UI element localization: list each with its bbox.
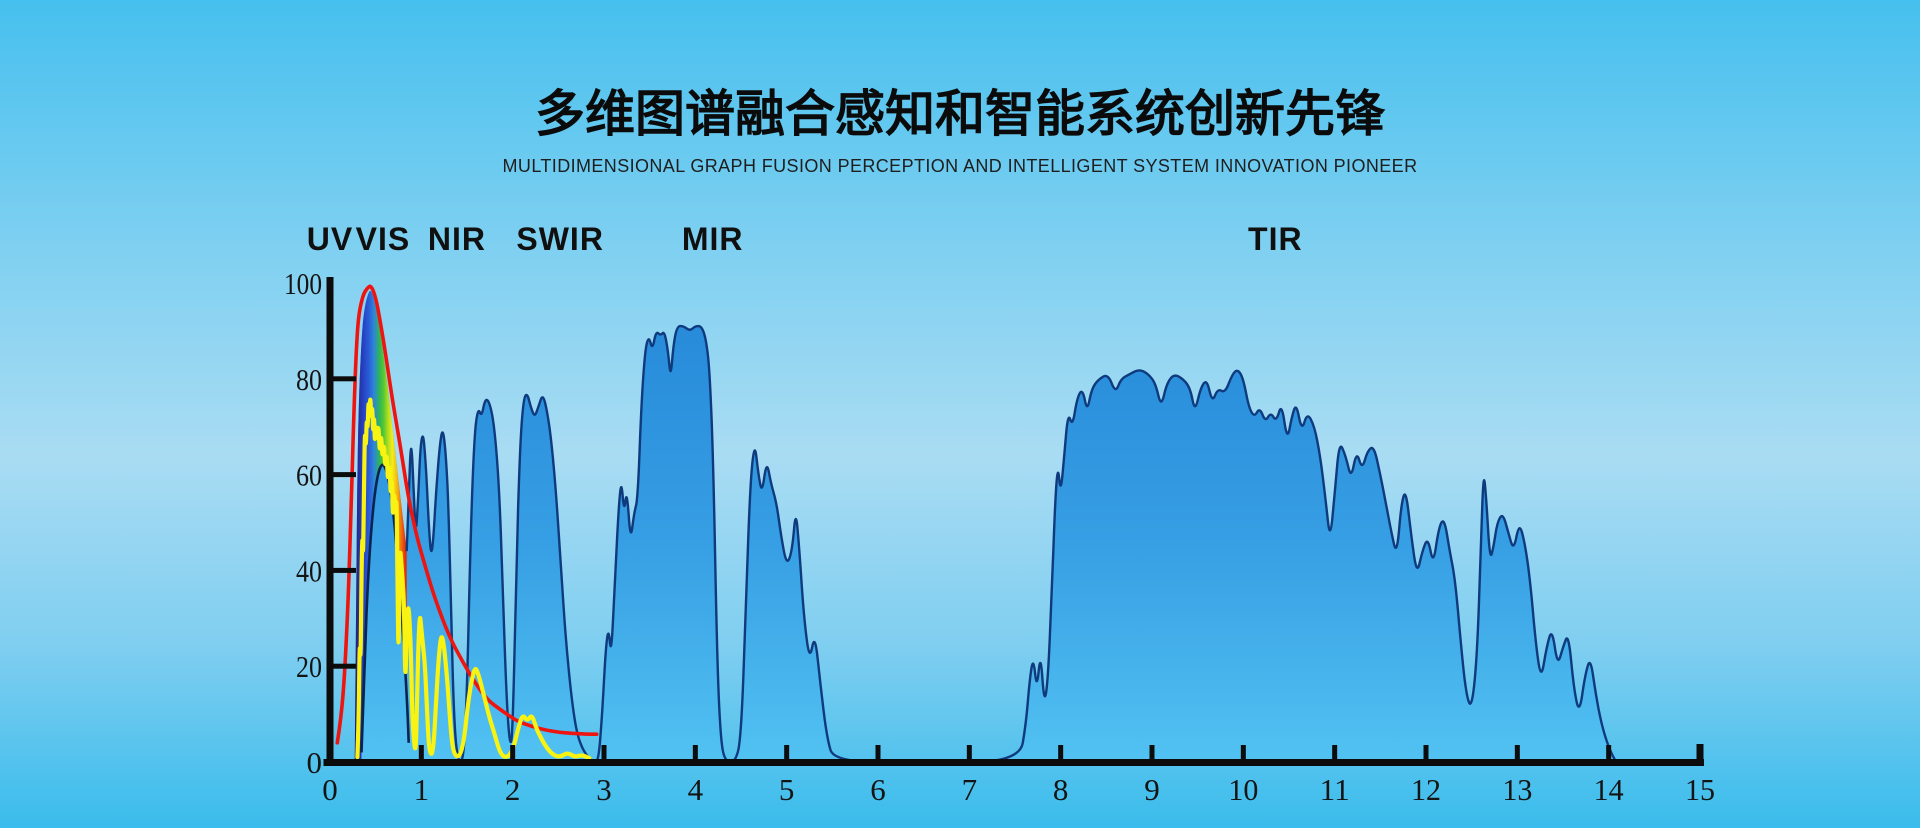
y-tick-label: 20 bbox=[296, 649, 322, 684]
y-tick bbox=[333, 472, 356, 478]
x-tick-label: 6 bbox=[870, 772, 886, 807]
x-tick bbox=[1606, 745, 1612, 761]
x-tick bbox=[875, 745, 881, 761]
blackbody-curve bbox=[335, 284, 599, 745]
band-label-nir: NIR bbox=[428, 221, 486, 257]
x-tick-label: 2 bbox=[505, 772, 521, 807]
x-tick bbox=[418, 745, 424, 761]
x-tick bbox=[1149, 745, 1155, 761]
band-label-uv: UV bbox=[307, 221, 353, 257]
inner-envelope-area bbox=[361, 464, 409, 762]
x-tick bbox=[601, 745, 607, 761]
y-axis-line bbox=[326, 277, 334, 766]
page-title: 多维图谱融合感知和智能系统创新先锋 bbox=[535, 86, 1385, 142]
x-tick bbox=[966, 745, 972, 761]
x-tick-label: 5 bbox=[779, 772, 795, 807]
y-tick bbox=[333, 567, 356, 573]
y-tick bbox=[333, 376, 356, 382]
y-tick-label: 60 bbox=[296, 458, 322, 493]
x-tick-label: 14 bbox=[1594, 772, 1624, 807]
x-tick bbox=[1058, 745, 1064, 761]
band-label-swir: SWIR bbox=[516, 221, 604, 257]
x-tick bbox=[692, 745, 698, 761]
x-tick bbox=[510, 745, 516, 761]
y-tick bbox=[333, 663, 356, 669]
x-tick-label: 13 bbox=[1502, 772, 1532, 807]
axes bbox=[323, 277, 1704, 766]
x-tick bbox=[1332, 745, 1338, 761]
x-tick-label: 0 bbox=[322, 772, 338, 807]
x-tick-label: 9 bbox=[1144, 772, 1160, 807]
solar-ground-curve bbox=[355, 397, 592, 761]
x-tick-label: 15 bbox=[1685, 772, 1715, 807]
x-tick-label: 8 bbox=[1053, 772, 1069, 807]
y-tick-label: 80 bbox=[296, 362, 322, 397]
x-tick-label: 10 bbox=[1228, 772, 1258, 807]
x-tick-label: 12 bbox=[1411, 772, 1441, 807]
x-tick bbox=[784, 745, 790, 761]
x-tick bbox=[1423, 745, 1429, 761]
x-tick bbox=[1240, 745, 1246, 761]
x-tick-label: 7 bbox=[962, 772, 978, 807]
x-tick bbox=[1514, 745, 1520, 761]
x-tick-label: 11 bbox=[1320, 772, 1350, 807]
x-axis-line bbox=[323, 759, 1704, 766]
transmission-area bbox=[354, 290, 1617, 762]
band-label-mir: MIR bbox=[682, 221, 744, 257]
band-label-tir: TIR bbox=[1248, 221, 1303, 257]
x-axis-end-cap bbox=[1696, 744, 1704, 766]
y-tick-label: 0 bbox=[307, 745, 323, 780]
band-label-vis: VIS bbox=[356, 221, 411, 257]
page-subtitle: MULTIDIMENSIONAL GRAPH FUSION PERCEPTION… bbox=[502, 156, 1418, 176]
x-tick-label: 4 bbox=[688, 772, 704, 807]
y-tick-label: 100 bbox=[284, 266, 322, 301]
x-tick-label: 1 bbox=[414, 772, 430, 807]
x-tick-label: 3 bbox=[596, 772, 612, 807]
y-tick-label: 40 bbox=[296, 553, 322, 588]
band-labels: UV VIS NIR SWIR MIR TIR bbox=[307, 221, 1303, 257]
